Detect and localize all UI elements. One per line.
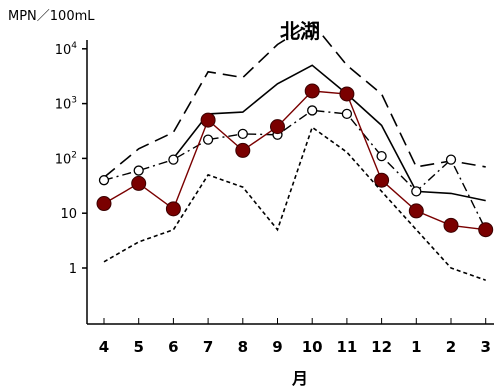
- series-solid: [172, 64, 486, 202]
- filled-circle-point: [478, 222, 494, 238]
- open-circle-point: [307, 105, 318, 116]
- filled-circle-point: [235, 142, 251, 158]
- y-tick-label: 102: [55, 150, 77, 167]
- x-tick-label: 2: [446, 338, 456, 356]
- x-tick-label: 10: [302, 338, 323, 356]
- series-layer: [96, 21, 494, 281]
- open-circle-point: [202, 134, 214, 145]
- y-tick-label: 1: [69, 262, 77, 277]
- filled-circle-point: [339, 86, 355, 102]
- x-tick-label: 7: [203, 338, 213, 356]
- series-line: [103, 21, 486, 179]
- x-tick-label: 3: [480, 338, 490, 356]
- filled-circle-point: [304, 83, 320, 99]
- open-circle-point: [341, 108, 353, 120]
- series-solid-filled-circle: [96, 83, 494, 238]
- y-ticks: 1 10 102 103 104 105: [55, 0, 87, 277]
- x-tick-label: 11: [336, 338, 357, 356]
- series-line: [103, 126, 486, 281]
- filled-circle-point: [443, 217, 459, 233]
- y-tick-label: 10: [60, 207, 77, 222]
- series-dash-dot-open-circle: [98, 105, 491, 235]
- series-line: [103, 109, 487, 231]
- x-tick-label: 5: [133, 338, 143, 356]
- x-tick-label: 8: [238, 338, 248, 356]
- filled-circle-point: [200, 112, 216, 128]
- x-tick-label: 9: [272, 338, 282, 356]
- x-ticks: 4 5 6 7 8 9 10 11 12 1 2 3: [99, 318, 491, 356]
- open-circle-point: [445, 154, 457, 165]
- filled-circle-point: [374, 172, 390, 188]
- filled-circle-point: [96, 196, 112, 212]
- y-tick-label: 103: [55, 96, 77, 113]
- x-tick-label: 12: [371, 338, 392, 356]
- open-circle-point: [376, 150, 387, 162]
- filled-circle-point: [165, 201, 181, 217]
- filled-circle-point: [408, 203, 424, 219]
- x-tick-label: 1: [411, 338, 421, 356]
- y-axis-label: MPN／100mL: [8, 9, 95, 24]
- series-long-dash: [103, 21, 486, 179]
- open-circle-point: [98, 175, 110, 186]
- x-tick-label: 6: [168, 338, 178, 356]
- series-line: [103, 90, 486, 231]
- filled-circle-point: [270, 119, 285, 135]
- x-axis-label: 月: [291, 369, 308, 388]
- open-circle-point: [133, 165, 144, 176]
- open-circle-point: [237, 128, 248, 140]
- x-tick-label: 4: [99, 338, 109, 356]
- series-line: [172, 64, 486, 202]
- y-tick-label: 105: [55, 0, 77, 3]
- open-circle-point: [168, 154, 179, 165]
- y-tick-label: 104: [55, 41, 78, 58]
- open-circle-point: [411, 186, 422, 197]
- filled-circle-point: [131, 175, 147, 191]
- series-short-dash: [103, 126, 486, 281]
